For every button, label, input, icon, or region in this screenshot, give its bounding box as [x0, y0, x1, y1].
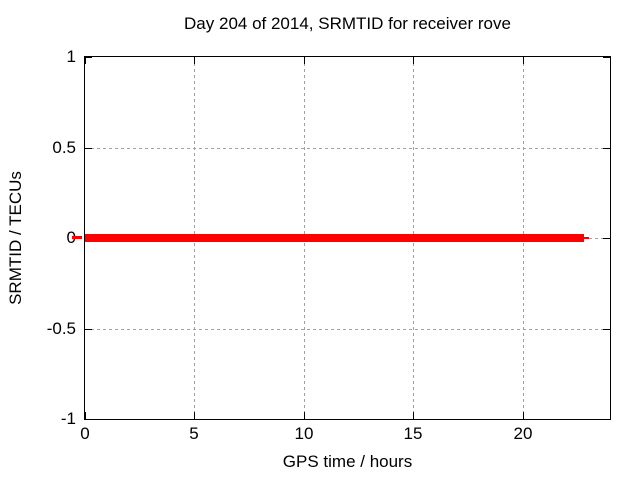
y-tick-mark-left	[85, 419, 92, 420]
y-tick-mark-left	[85, 329, 92, 330]
x-tick-label: 0	[80, 424, 90, 443]
x-tick-mark-top	[194, 57, 195, 64]
x-tick-label: 15	[403, 424, 423, 443]
y-tick-mark-left	[85, 57, 92, 58]
chart-title: Day 204 of 2014, SRMTID for receiver rov…	[184, 14, 511, 33]
h-gridline	[85, 329, 610, 330]
x-tick-mark-bottom	[194, 412, 195, 419]
x-tick-mark-top	[523, 57, 524, 64]
series-endpoint-cap-right	[583, 237, 589, 239]
y-tick-mark-left	[85, 148, 92, 149]
x-tick-label: 5	[189, 424, 199, 443]
x-tick-mark-top	[413, 57, 414, 64]
y-tick-label: 0	[0, 228, 76, 248]
x-tick-mark-bottom	[304, 412, 305, 419]
x-tick-mark-bottom	[523, 412, 524, 419]
series-line-srmtid	[85, 234, 584, 242]
y-tick-label: 1	[66, 47, 76, 66]
x-tick-mark-bottom	[85, 412, 86, 419]
y-tick-mark-right	[603, 57, 610, 58]
x-tick-mark-top	[304, 57, 305, 64]
x-tick-mark-bottom	[413, 412, 414, 419]
y-tick-label: 0.5	[52, 138, 76, 157]
h-gridline	[85, 148, 610, 149]
y-tick-mark-right	[603, 148, 610, 149]
x-tick-label: 10	[294, 424, 314, 443]
plot-area	[84, 56, 611, 420]
x-tick-mark-top	[85, 57, 86, 64]
y-tick-label: -0.5	[46, 319, 76, 338]
y-tick-mark-right	[603, 419, 610, 420]
y-tick-mark-right	[603, 329, 610, 330]
y-tick-mark-right	[603, 238, 610, 239]
y-tick-label: -1	[60, 409, 76, 428]
x-axis-label: GPS time / hours	[282, 452, 413, 471]
x-tick-label: 20	[513, 424, 533, 443]
series-endpoint-cap-left	[72, 236, 82, 239]
